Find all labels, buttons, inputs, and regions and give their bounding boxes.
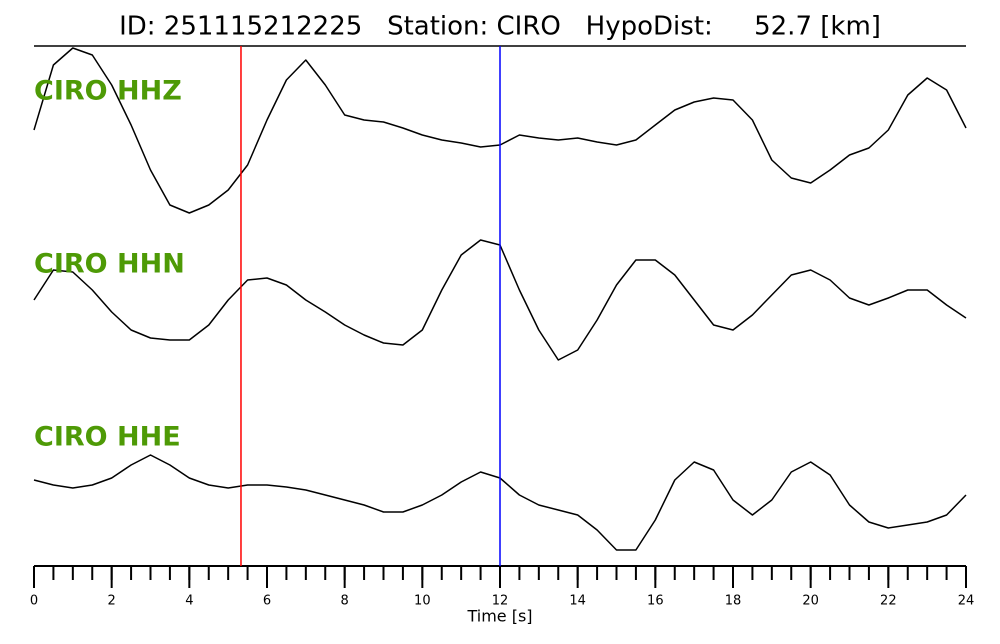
x-tick-label: 6 [263,594,271,609]
x-tick-label: 12 [492,594,509,609]
x-tick-label: 16 [647,594,664,609]
trace-label: CIRO HHZ [34,76,182,107]
trace-label: CIRO HHE [34,422,181,453]
x-tick-label: 2 [108,594,116,609]
x-tick-label: 20 [802,594,819,609]
x-tick-label: 0 [30,594,38,609]
x-tick-label: 14 [569,594,586,609]
x-tick-label: 4 [185,594,193,609]
chart-title: ID: 251115212225 Station: CIRO HypoDist:… [119,12,881,42]
x-tick-label: 18 [725,594,742,609]
x-tick-label: 22 [880,594,897,609]
x-tick-label: 8 [341,594,349,609]
x-axis-label: Time [s] [466,607,532,626]
x-tick-label: 24 [958,594,975,609]
x-tick-label: 10 [414,594,431,609]
trace-label: CIRO HHN [34,249,185,280]
